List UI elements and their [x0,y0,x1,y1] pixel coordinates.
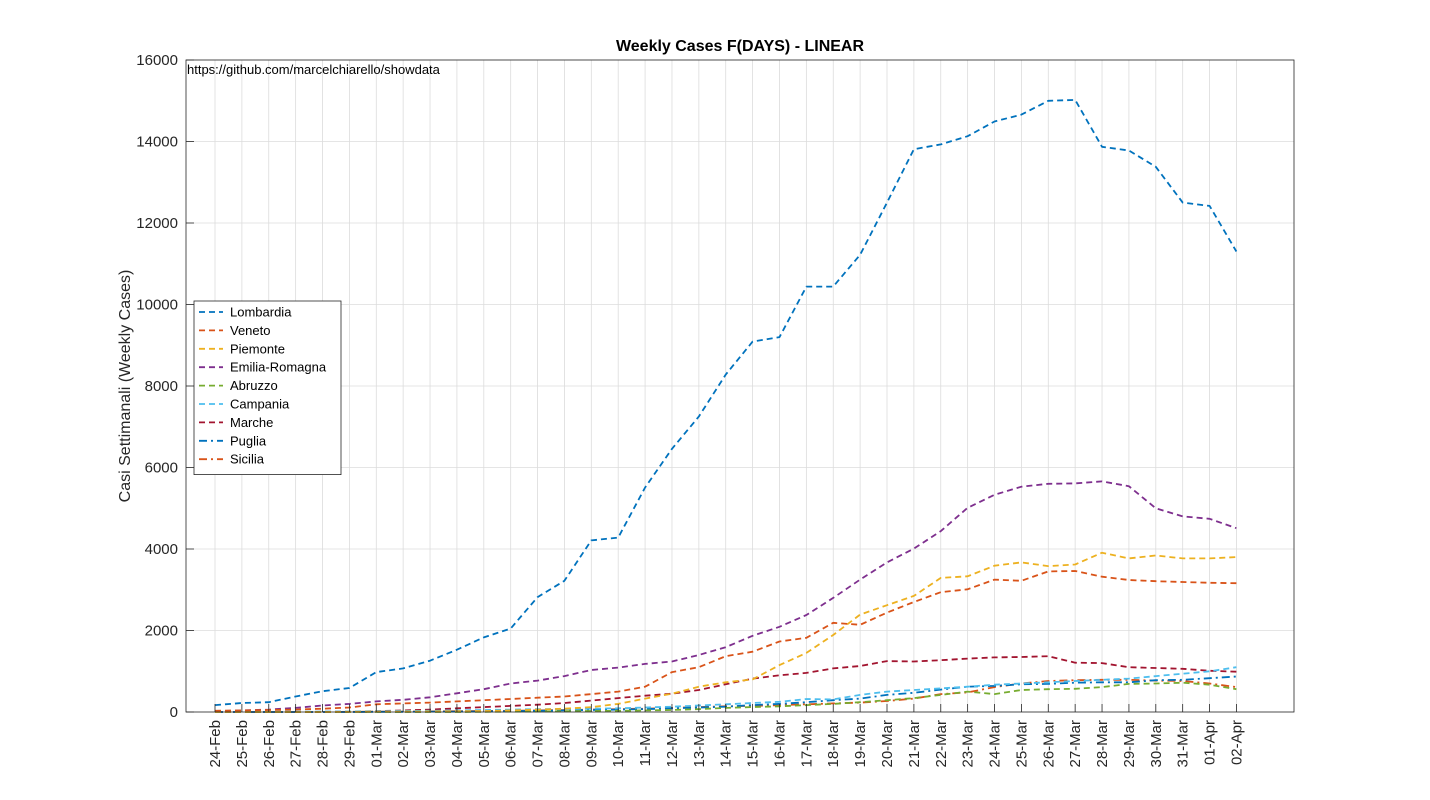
y-tick-label: 14000 [136,134,178,151]
x-tick-label: 24-Feb [207,720,224,768]
x-tick-label: 21-Mar [906,720,923,768]
y-tick-label: 10000 [136,297,178,314]
legend-label: Veneto [230,323,271,338]
x-tick-label: 16-Mar [771,720,788,768]
x-tick-label: 24-Mar [987,720,1004,768]
x-tick-label: 30-Mar [1148,720,1165,768]
axis-ticks: 0 2000 4000 6000 8000 10000 12000 14000 16000 24-… [136,52,1245,768]
legend-label: Abruzzo [230,378,278,393]
x-tick-label: 03-Mar [422,720,439,768]
x-tick-label: 29-Mar [1121,720,1138,768]
x-tick-label: 26-Feb [261,720,278,768]
x-tick-label: 02-Apr [1228,720,1245,765]
series-line-piemonte [215,551,1237,713]
x-tick-label: 17-Mar [798,720,815,768]
x-tick-label: 02-Mar [395,720,412,768]
y-tick-label: 6000 [145,460,178,477]
x-tick-label: 28-Feb [315,720,332,768]
y-tick-label: 2000 [145,623,178,640]
y-axis-label: Casi Settimanali (Weekly Cases) [117,270,134,503]
x-tick-label: 28-Mar [1094,720,1111,768]
x-tick-label: 25-Feb [234,720,251,768]
y-tick-label: 12000 [136,215,178,232]
x-tick-label: 04-Mar [449,720,466,768]
x-tick-label: 19-Mar [852,720,869,768]
x-tick-label: 06-Mar [503,720,520,768]
x-tick-label: 01-Apr [1202,720,1219,765]
x-tick-label: 18-Mar [825,720,842,768]
legend-label: Piemonte [230,341,285,356]
x-tick-label: 27-Mar [1067,720,1084,768]
x-tick-label: 12-Mar [664,720,681,768]
x-tick-label: 26-Mar [1040,720,1057,768]
legend-label: Emilia-Romagna [230,360,327,375]
x-tick-label: 22-Mar [933,720,950,768]
y-tick-label: 16000 [136,52,178,69]
legend-label: Campania [230,397,290,412]
x-tick-label: 11-Mar [637,720,654,766]
series-line-lombardia [214,99,1238,706]
x-tick-label: 25-Mar [1013,720,1030,768]
legend-label: Puglia [230,433,267,448]
series-line-veneto [214,570,1237,712]
x-tick-label: 31-Mar [1175,720,1192,768]
x-tick-label: 10-Mar [610,720,627,768]
x-tick-label: 01-Mar [368,720,385,768]
y-tick-label: 4000 [145,541,178,558]
legend: Lombardia Veneto Piemonte Emilia-Romagna Abr… [193,300,342,476]
x-tick-label: 27-Feb [288,720,305,768]
x-tick-label: 08-Mar [556,720,573,768]
x-tick-label: 20-Mar [879,720,896,768]
x-tick-label: 13-Mar [691,720,708,768]
x-tick-label: 29-Feb [341,720,358,768]
x-tick-label: 23-Mar [960,720,977,768]
y-tick-label: 0 [170,704,178,721]
x-tick-label: 09-Mar [583,720,600,768]
legend-label: Sicilia [230,452,265,467]
x-tick-label: 14-Mar [718,720,735,768]
source-url-annotation: https://github.com/marcelchiarello/showd… [187,62,441,77]
legend-box [193,300,342,476]
y-tick-label: 8000 [145,378,178,395]
x-tick-label: 05-Mar [476,720,493,768]
series-line-emilia-romagna [214,480,1237,713]
x-tick-label: 15-Mar [745,720,762,768]
legend-label: Marche [230,415,273,430]
x-tick-label: 07-Mar [530,720,547,768]
legend-label: Lombardia [230,305,292,320]
chart-title: Weekly Cases F(DAYS) - LINEAR [616,38,865,55]
